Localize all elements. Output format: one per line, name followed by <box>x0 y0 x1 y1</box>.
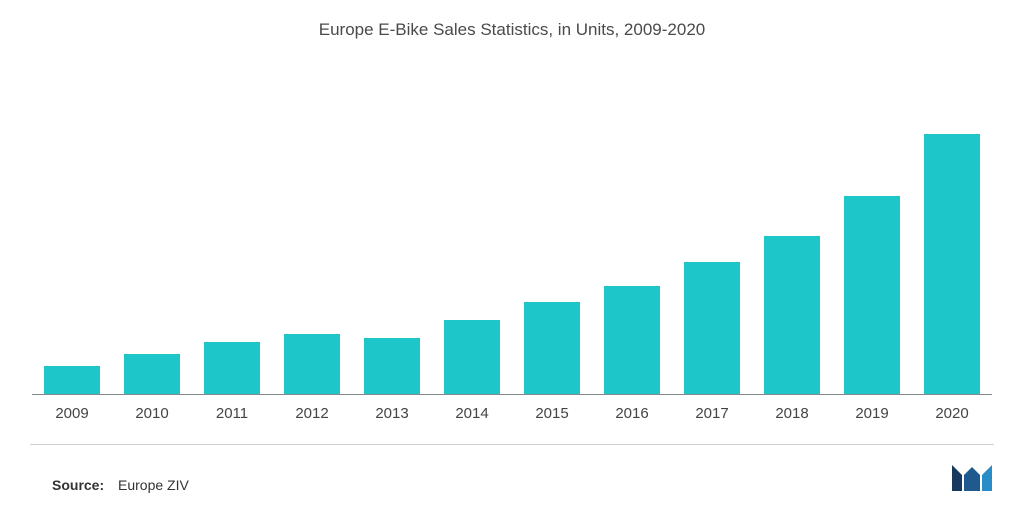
x-label: 2017 <box>673 399 751 425</box>
bar <box>44 366 100 394</box>
bar-wrap <box>673 262 751 394</box>
x-label: 2016 <box>593 399 671 425</box>
brand-logo <box>950 461 994 493</box>
bar-wrap <box>513 302 591 394</box>
bar <box>684 262 740 394</box>
bar <box>284 334 340 394</box>
bar <box>124 354 180 394</box>
plot-region <box>32 95 992 395</box>
x-label: 2013 <box>353 399 431 425</box>
chart-title: Europe E-Bike Sales Statistics, in Units… <box>30 20 994 40</box>
source-citation: Source: Europe ZIV <box>52 477 189 493</box>
bar-wrap <box>833 196 911 394</box>
bar <box>524 302 580 394</box>
x-label: 2011 <box>193 399 271 425</box>
x-label: 2009 <box>33 399 111 425</box>
bar <box>444 320 500 394</box>
bar-wrap <box>33 366 111 394</box>
footer: Source: Europe ZIV <box>52 461 994 493</box>
bar-wrap <box>913 134 991 394</box>
footer-divider <box>30 444 994 445</box>
x-label: 2012 <box>273 399 351 425</box>
x-label: 2015 <box>513 399 591 425</box>
chart-area: 2009201020112012201320142015201620172018… <box>32 95 992 425</box>
bar <box>604 286 660 394</box>
bar-wrap <box>753 236 831 394</box>
source-value: Europe ZIV <box>118 477 189 493</box>
bar-wrap <box>193 342 271 394</box>
x-label: 2020 <box>913 399 991 425</box>
logo-icon <box>950 461 994 493</box>
bar-wrap <box>273 334 351 394</box>
bar-wrap <box>593 286 671 394</box>
bar <box>924 134 980 394</box>
bar <box>844 196 900 394</box>
source-label: Source: <box>52 477 104 493</box>
x-label: 2018 <box>753 399 831 425</box>
x-label: 2010 <box>113 399 191 425</box>
bar-wrap <box>113 354 191 394</box>
bar-wrap <box>433 320 511 394</box>
bar <box>364 338 420 394</box>
bar-wrap <box>353 338 431 394</box>
chart-container: Europe E-Bike Sales Statistics, in Units… <box>0 0 1024 515</box>
x-label: 2019 <box>833 399 911 425</box>
bar <box>204 342 260 394</box>
bar <box>764 236 820 394</box>
x-label: 2014 <box>433 399 511 425</box>
x-axis-labels: 2009201020112012201320142015201620172018… <box>32 399 992 425</box>
